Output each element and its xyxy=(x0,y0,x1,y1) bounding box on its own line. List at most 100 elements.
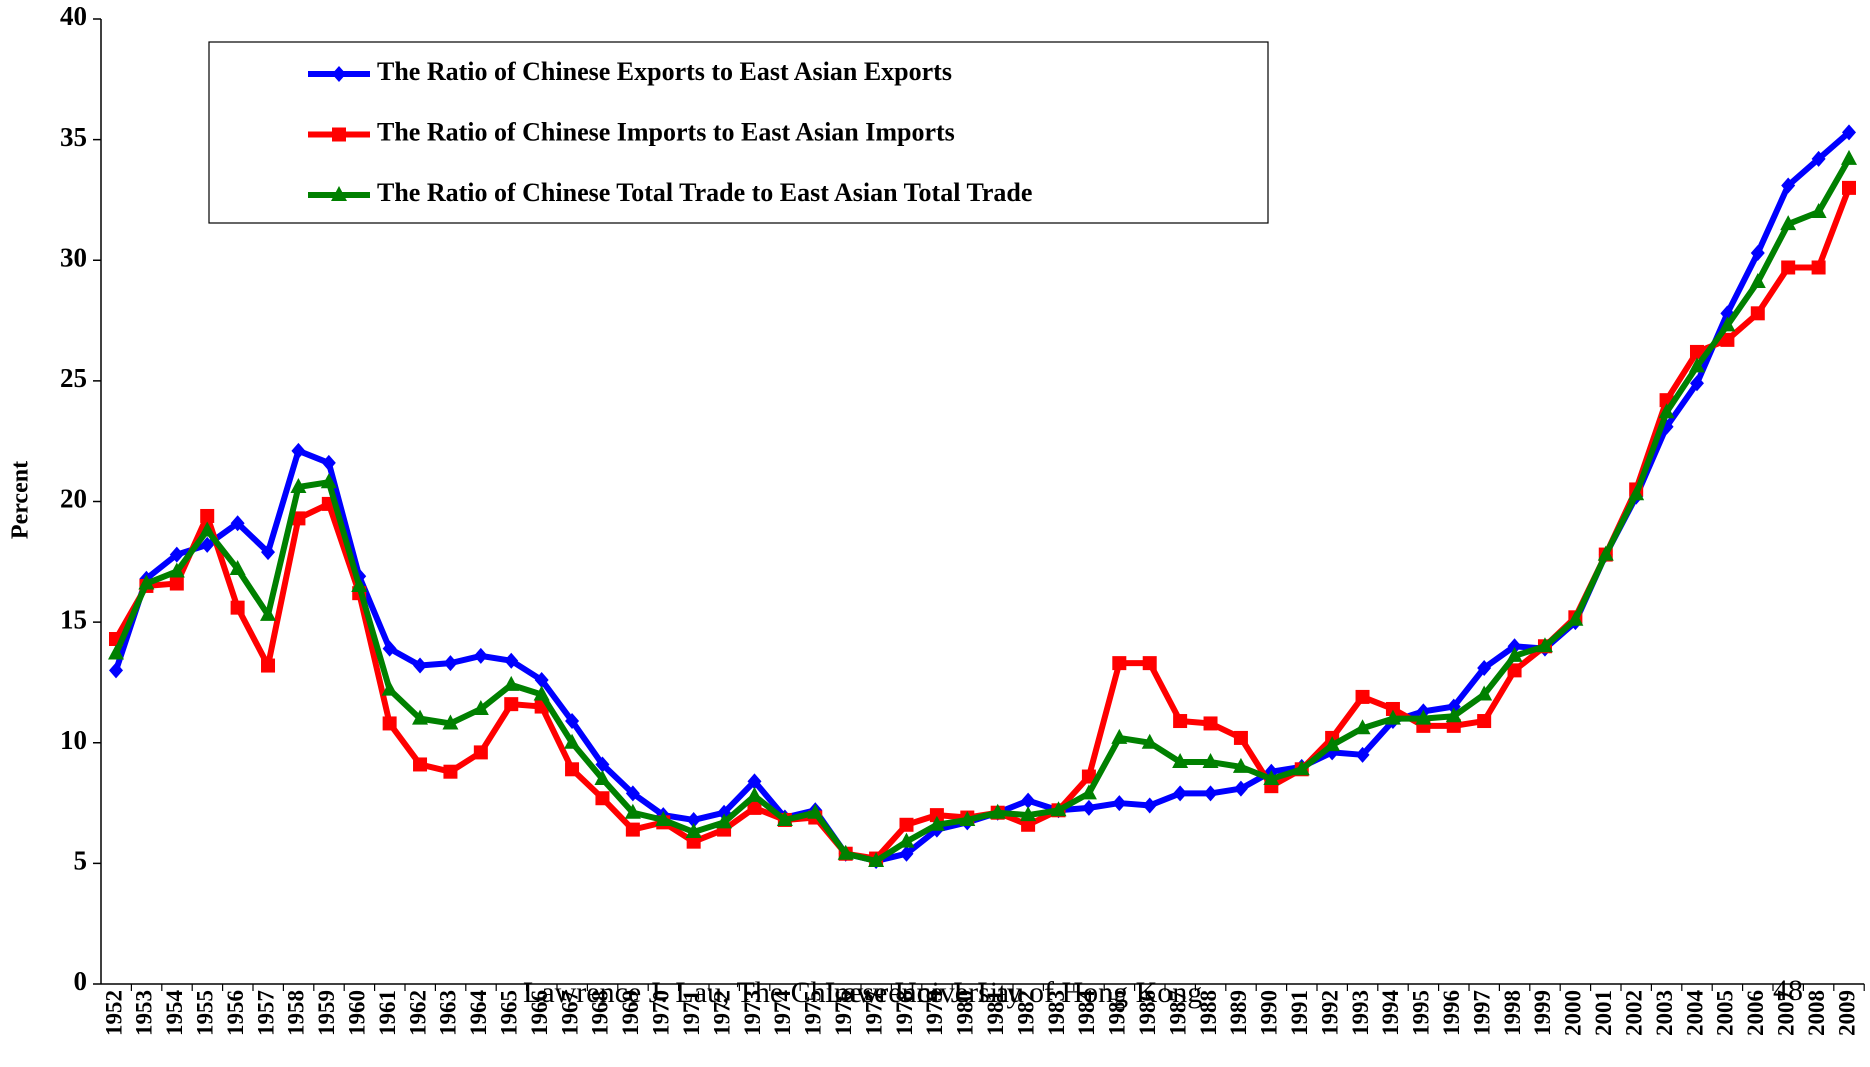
data-point xyxy=(928,815,945,831)
data-point xyxy=(1233,780,1248,797)
x-tick-label: 1970 xyxy=(649,990,674,1036)
data-point xyxy=(1842,180,1856,195)
data-point xyxy=(199,521,216,537)
data-point xyxy=(565,762,580,777)
data-point xyxy=(1355,746,1370,763)
y-tick-label: 25 xyxy=(60,363,87,393)
footer: Lawrence J. Lau, The Chinese University … xyxy=(523,976,1202,1009)
x-tick-label: 1995 xyxy=(1409,990,1434,1036)
data-point xyxy=(1811,260,1826,275)
data-point xyxy=(320,473,337,489)
x-tick-label: 2003 xyxy=(1652,990,1677,1036)
y-tick-label: 0 xyxy=(74,966,88,996)
data-point xyxy=(504,652,519,669)
data-point xyxy=(1021,817,1036,832)
data-point xyxy=(899,817,914,832)
data-point xyxy=(413,757,428,772)
x-tick-label: 1979 xyxy=(922,990,947,1036)
data-point xyxy=(1780,215,1797,231)
x-tick-label: 1982 xyxy=(1013,990,1038,1036)
data-point xyxy=(169,576,184,591)
data-point xyxy=(261,658,276,673)
x-tick-label: 1952 xyxy=(101,990,126,1036)
data-point xyxy=(1385,701,1400,716)
x-tick-label: 1992 xyxy=(1317,990,1342,1036)
data-point xyxy=(1446,718,1461,733)
data-point xyxy=(1203,785,1218,802)
data-point xyxy=(747,800,762,815)
data-point xyxy=(1020,806,1037,822)
data-point xyxy=(1173,714,1188,729)
data-point xyxy=(747,773,762,790)
y-axis-label: Percent xyxy=(8,461,34,539)
x-tick-label: 1954 xyxy=(162,990,187,1037)
data-point xyxy=(868,851,885,867)
x-tick-label: 1989 xyxy=(1226,990,1251,1036)
data-point xyxy=(472,699,489,715)
data-point xyxy=(625,785,640,802)
legend-box xyxy=(208,41,1269,224)
x-tick-label: 2006 xyxy=(1743,990,1768,1036)
data-point xyxy=(1750,245,1765,262)
x-tick-label: 1968 xyxy=(588,990,613,1036)
data-point xyxy=(229,560,246,576)
data-point xyxy=(1688,357,1705,373)
data-point xyxy=(138,574,155,590)
data-point xyxy=(442,714,459,730)
x-tick-label: 1959 xyxy=(314,990,339,1036)
x-tick-label: 1953 xyxy=(132,990,157,1036)
x-tick-label: 2005 xyxy=(1713,990,1738,1036)
y-tick-label: 40 xyxy=(60,1,87,31)
data-point xyxy=(686,834,701,849)
data-point xyxy=(1141,733,1158,749)
data-point xyxy=(1781,260,1796,275)
y-tick-label: 5 xyxy=(74,846,88,876)
x-tick-label: 1972 xyxy=(709,990,734,1036)
x-tick-label: 2001 xyxy=(1591,990,1616,1036)
x-tick-label: 1999 xyxy=(1530,990,1555,1036)
x-tick-label: 1985 xyxy=(1105,990,1130,1036)
x-tick-label: 1971 xyxy=(679,990,704,1036)
y-tick-label: 20 xyxy=(60,484,87,514)
legend-marker xyxy=(331,186,347,201)
data-point xyxy=(1811,150,1826,167)
data-point xyxy=(1050,801,1067,817)
data-point xyxy=(1384,709,1401,725)
data-point xyxy=(1081,799,1096,816)
legend-label: The Ratio of Chinese Exports to East Asi… xyxy=(377,57,952,86)
data-point xyxy=(1476,685,1493,701)
x-tick-label: 1967 xyxy=(557,990,582,1036)
data-point xyxy=(595,791,610,806)
x-tick-label: 1961 xyxy=(375,990,400,1036)
data-point xyxy=(1507,638,1522,655)
data-point xyxy=(1355,689,1370,704)
data-point xyxy=(929,808,944,823)
data-point xyxy=(1415,709,1432,725)
data-point xyxy=(1080,784,1097,800)
data-point xyxy=(1810,203,1827,218)
y-tick-label: 30 xyxy=(60,242,87,272)
data-point xyxy=(1142,797,1157,814)
x-tick-label: 1997 xyxy=(1469,990,1494,1036)
x-tick-label: 1988 xyxy=(1196,990,1221,1036)
data-point xyxy=(1172,753,1189,769)
x-tick-label: 1962 xyxy=(405,990,430,1036)
x-tick-label: 2008 xyxy=(1804,990,1829,1036)
data-point xyxy=(291,442,306,459)
x-tick-label: 1980 xyxy=(953,990,978,1036)
data-point xyxy=(412,709,429,725)
data-point xyxy=(1689,344,1704,359)
x-tick-label: 2000 xyxy=(1561,990,1586,1036)
data-point xyxy=(1081,769,1096,784)
x-tick-label: 2007 xyxy=(1773,990,1798,1036)
data-point xyxy=(321,454,336,471)
x-tick-label: 1998 xyxy=(1500,990,1525,1036)
data-point xyxy=(382,716,397,731)
data-point xyxy=(230,515,245,532)
data-point xyxy=(1597,545,1614,561)
data-point xyxy=(1021,792,1036,809)
data-point xyxy=(1841,149,1857,165)
data-point xyxy=(959,810,976,826)
x-tick-label: 1993 xyxy=(1348,990,1373,1036)
data-point xyxy=(504,697,519,712)
